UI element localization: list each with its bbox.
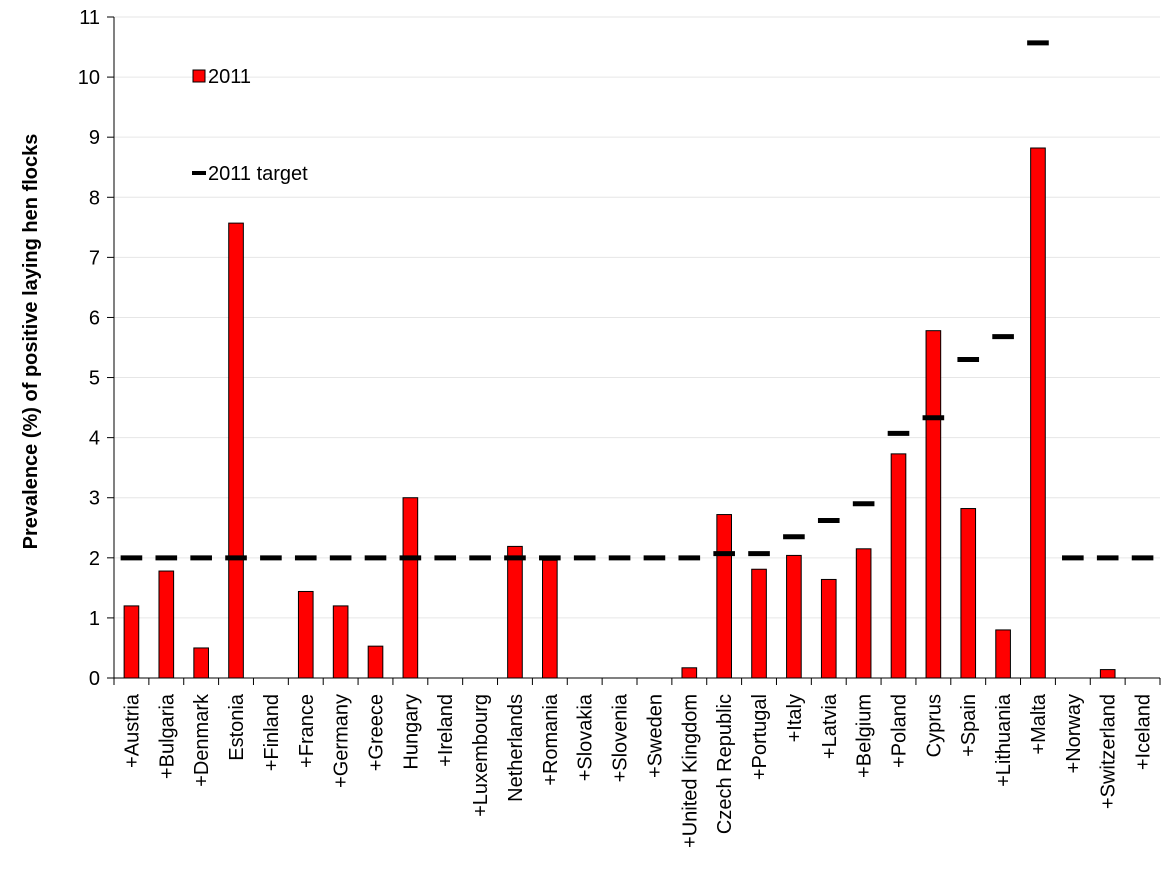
x-tick-label: +Norway bbox=[1063, 694, 1085, 773]
y-tick-label: 10 bbox=[78, 67, 100, 89]
x-tick-label: +Denmark bbox=[191, 693, 213, 787]
x-tick-label: +Luxembourg bbox=[470, 694, 492, 817]
y-tick-label: 8 bbox=[89, 187, 100, 209]
bar-cyprus bbox=[925, 330, 942, 679]
bar-belgium bbox=[855, 548, 872, 679]
bar-hungary bbox=[402, 497, 419, 679]
bar-malta bbox=[1030, 147, 1046, 679]
y-tick-label: 6 bbox=[89, 307, 100, 329]
x-tick-label: +Slovenia bbox=[610, 693, 632, 782]
x-tick-label: Netherlands bbox=[505, 694, 527, 802]
bar-portugal bbox=[751, 568, 767, 679]
x-tick-label: +Belgium bbox=[854, 694, 876, 778]
y-tick-label: 3 bbox=[89, 488, 100, 510]
y-tick-label: 1 bbox=[89, 608, 100, 630]
x-tick-label: Estonia bbox=[226, 693, 248, 761]
bar-switzerland bbox=[1099, 669, 1116, 679]
y-tick-label: 4 bbox=[89, 428, 100, 450]
bar-germany bbox=[332, 605, 349, 679]
x-tick-label: +Italy bbox=[784, 694, 806, 742]
y-tick-label: 11 bbox=[79, 7, 100, 29]
bar-poland bbox=[890, 453, 907, 679]
bar-unitedkingdom bbox=[681, 667, 698, 679]
x-tick-label: +Malta bbox=[1028, 693, 1050, 754]
x-tick-label: +Romania bbox=[540, 693, 562, 786]
y-tick-label: 9 bbox=[89, 127, 100, 149]
x-tick-label: +Slovakia bbox=[575, 693, 597, 781]
bar-austria bbox=[123, 605, 140, 679]
x-tick-label: +Portugal bbox=[749, 694, 771, 780]
bar-greece bbox=[367, 645, 384, 679]
bar-romania bbox=[542, 559, 558, 679]
axes bbox=[107, 16, 1161, 685]
bar-czechrepublic bbox=[716, 514, 732, 679]
x-tick-label: +Switzerland bbox=[1098, 694, 1120, 809]
bar-estonia bbox=[228, 222, 244, 679]
x-tick-label: +Ireland bbox=[435, 694, 457, 767]
x-tick-label: Cyprus bbox=[923, 694, 945, 757]
x-tick-label: +United Kingdom bbox=[679, 694, 701, 848]
x-tick-label: Hungary bbox=[400, 694, 422, 770]
legend-label-2011: 2011 bbox=[208, 66, 251, 88]
x-tick-labels: +Austria +Bulgaria +Denmark Estonia +Finland… bbox=[121, 693, 1154, 848]
x-tick-label: Czech Republic bbox=[714, 694, 736, 834]
x-tick-label: +Germany bbox=[331, 694, 353, 788]
bar-spain bbox=[960, 508, 977, 679]
bars bbox=[123, 147, 1116, 679]
x-tick-label: +Iceland bbox=[1133, 694, 1155, 770]
y-tick-label: 2 bbox=[89, 548, 100, 570]
x-tick-label: +Spain bbox=[958, 694, 980, 757]
bar-latvia bbox=[820, 578, 837, 679]
bar-netherlands bbox=[507, 545, 523, 679]
target-dashes bbox=[120, 40, 1154, 561]
y-tick-label: 0 bbox=[89, 668, 100, 690]
x-tick-label: +Poland bbox=[889, 694, 911, 768]
legend-swatch-2011 bbox=[192, 69, 206, 83]
legend: 2011 2011 target bbox=[192, 66, 308, 185]
x-tick-label: +Sweden bbox=[644, 694, 666, 778]
gridlines bbox=[114, 16, 1160, 619]
x-tick-label: +Austria bbox=[121, 693, 143, 768]
bar-bulgaria bbox=[158, 570, 175, 679]
bar-italy bbox=[786, 554, 802, 679]
bar-france bbox=[297, 590, 314, 679]
x-tick-label: +Finland bbox=[261, 694, 283, 771]
legend-label-2011-target: 2011 target bbox=[208, 163, 308, 185]
y-tick-label: 7 bbox=[89, 247, 100, 269]
x-tick-label: +Lithuania bbox=[993, 693, 1015, 787]
bar-lithuania bbox=[995, 629, 1011, 679]
x-tick-label: +Greece bbox=[366, 694, 388, 771]
y-tick-labels: 0 1 2 3 4 5 6 7 8 9 10 11 bbox=[78, 7, 100, 690]
y-axis-title: Prevalence (%) of positive laying hen fl… bbox=[20, 134, 42, 550]
x-tick-label: +France bbox=[296, 694, 318, 768]
y-tick-label: 5 bbox=[89, 368, 100, 390]
bar-denmark bbox=[193, 647, 209, 679]
x-tick-label: +Latvia bbox=[819, 693, 841, 759]
legend-swatch-2011-target bbox=[192, 171, 206, 175]
x-tick-label: +Bulgaria bbox=[156, 693, 178, 779]
